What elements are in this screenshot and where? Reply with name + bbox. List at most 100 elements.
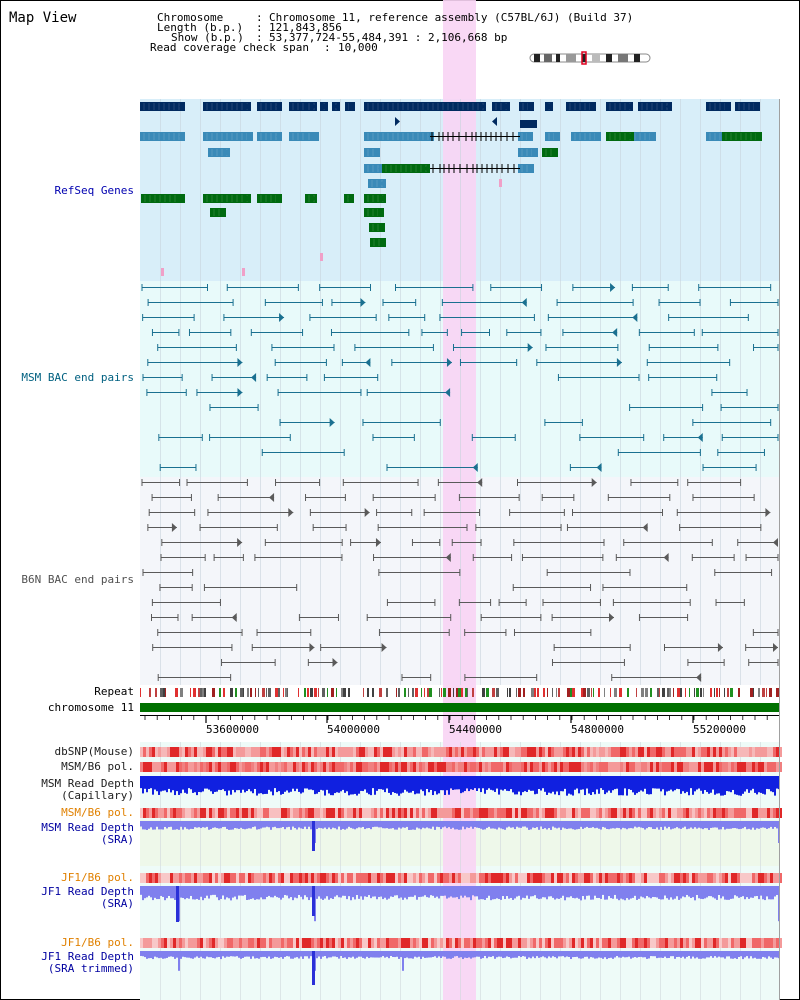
msm-b6-pol-2-label[interactable]: MSM/B6 pol.	[61, 806, 134, 819]
jf1-trimmed-depth-bar	[532, 951, 534, 957]
jf1-sra-depth-bar	[426, 886, 428, 898]
dbsnp-density-cell	[443, 747, 446, 757]
jf1-trimmed-depth-bar	[324, 951, 326, 957]
repeat-element	[448, 688, 451, 697]
jf1-b6-pol-2-cell	[566, 938, 569, 948]
dbsnp-density-cell	[152, 747, 155, 757]
msm-sra-depth-bar	[362, 821, 364, 827]
jf1-trimmed-depth-bar	[308, 951, 310, 959]
jf1-b6-pol-2-cell	[626, 938, 629, 948]
msm-capillary-depth-bar	[226, 776, 228, 796]
msm-capillary-depth-bar	[552, 776, 554, 792]
jf1-trimmed-depth-bar	[740, 951, 742, 957]
jf1-trimmed-depth-bar	[402, 951, 404, 971]
msm-b6-pol-cell	[368, 762, 371, 772]
msm-sra-depth-bar	[222, 821, 224, 827]
jf1-trimmed-depth-bar	[570, 951, 572, 960]
jf1-sra-depth-bar	[250, 886, 252, 900]
dbsnp-label[interactable]: dbSNP(Mouse)	[54, 745, 134, 758]
refseq-gene	[571, 132, 601, 141]
msm-b6-pol-2-cell	[779, 808, 782, 818]
msm-b6-pol-2-cell	[512, 808, 515, 818]
dbsnp-density-cell	[647, 747, 650, 757]
jf1-b6-pol-2-cell	[227, 938, 230, 948]
jf1-trimmed-depth-bar	[408, 951, 410, 959]
jf1-b6-pol-cell	[347, 873, 350, 883]
jf1-sra-depth-bar	[296, 886, 298, 899]
msm-b6-pol-cell	[644, 762, 647, 772]
msm-sra-depth-bar	[232, 821, 234, 830]
msm-capillary-depth-bar	[532, 776, 534, 791]
msm-b6-pol-cell	[533, 762, 536, 772]
jf1-b6-pol-2-cell	[752, 938, 755, 948]
msm-sra-depth-bar	[760, 821, 762, 828]
msm-sra-depth-bar	[768, 821, 770, 829]
repeat-element	[175, 688, 178, 697]
jf1-sra-depth-bar	[160, 886, 162, 896]
msm-b6-pol-2-cell	[296, 808, 299, 818]
msm-b6-pol-2-cell	[479, 808, 482, 818]
msm-capillary-depth-bar	[182, 776, 184, 790]
repeat-element	[572, 688, 574, 697]
jf1-b6-pol-2-cell	[497, 938, 500, 948]
refseq-gene	[208, 148, 230, 157]
refseq-gene	[364, 164, 384, 173]
jf1-trimmed-depth-bar	[410, 951, 412, 959]
jf1-b6-pol-cell	[167, 873, 170, 883]
msm-capillary-depth-bar	[372, 776, 374, 789]
jf1-b6-pol-2-cell	[164, 938, 167, 948]
jf1-trimmed-depth-bar	[434, 951, 436, 957]
strand-arrow	[725, 102, 730, 111]
jf1-b6-pol-2-label[interactable]: JF1/B6 pol.	[61, 936, 134, 949]
jf1-sra-depth-bar	[630, 886, 632, 899]
jf1-b6-pol-2-cell	[641, 938, 644, 948]
strand-arrow	[446, 358, 452, 367]
msm-capillary-depth-bar	[212, 776, 214, 794]
msm-sra-depth-bar	[366, 821, 368, 829]
b6n-bac-end-pairs-label[interactable]: B6N BAC end pairs	[21, 573, 134, 586]
jf1-b6-pol-2-cell	[482, 938, 485, 948]
msm-capillary-depth-bar	[166, 776, 168, 793]
msm-sra-depth-bar	[478, 821, 480, 829]
jf1-read-depth-sra-label[interactable]: JF1 Read Depth (SRA)	[41, 885, 134, 910]
msm-capillary-depth-bar	[266, 776, 268, 794]
msm-capillary-depth-bar	[476, 776, 478, 791]
jf1-b6-pol-2-cell	[434, 938, 437, 948]
msm-read-depth-capillary-label[interactable]: MSM Read Depth (Capillary)	[41, 777, 134, 802]
msm-b6-pol-cell	[305, 762, 308, 772]
ideogram-band	[582, 54, 586, 62]
jf1-read-depth-trimmed-label[interactable]: JF1 Read Depth (SRA trimmed)	[41, 950, 134, 975]
jf1-b6-pol-cell	[188, 873, 191, 883]
jf1-b6-pol-cell	[770, 873, 773, 883]
msm-sra-depth-bar	[178, 821, 180, 830]
jf1-trimmed-depth-bar	[298, 951, 300, 959]
jf1-b6-pol-2-cell	[722, 938, 725, 948]
refseq-gene	[735, 102, 760, 111]
msm-sra-depth-bar	[364, 821, 366, 830]
msm-bac-end-pairs-label[interactable]: MSM BAC end pairs	[21, 371, 134, 384]
msm-capillary-depth-bar	[386, 776, 388, 789]
msm-sra-depth-bar	[328, 821, 330, 828]
msm-b6-pol-cell	[266, 762, 269, 772]
jf1-trimmed-depth-bar	[484, 951, 486, 956]
msm-sra-depth-bar	[550, 821, 552, 830]
msm-sra-depth-bar	[410, 821, 412, 830]
jf1-trimmed-depth-bar	[674, 951, 676, 959]
jf1-b6-pol-2-cell	[188, 938, 191, 948]
jf1-b6-pol-2-cell	[356, 938, 359, 948]
jf1-trimmed-depth-bar	[222, 951, 224, 957]
msm-capillary-depth-bar	[756, 776, 758, 795]
jf1-b6-pol-label[interactable]: JF1/B6 pol.	[61, 871, 134, 884]
jf1-trimmed-depth-bar	[286, 951, 288, 957]
msm-b6-pol-cell	[251, 762, 254, 772]
msm-b6-pol-label[interactable]: MSM/B6 pol.	[61, 760, 134, 773]
msm-capillary-depth-bar	[602, 776, 604, 790]
jf1-b6-pol-2-cell	[527, 938, 530, 948]
msm-read-depth-sra-label[interactable]: MSM Read Depth (SRA)	[41, 821, 134, 846]
jf1-b6-pol-2-cell	[386, 938, 389, 948]
dbsnp-density-cell	[311, 747, 314, 757]
jf1-sra-depth-bar	[266, 886, 268, 897]
msm-sra-depth-bar	[522, 821, 524, 827]
refseq-genes-label[interactable]: RefSeq Genes	[54, 184, 134, 197]
